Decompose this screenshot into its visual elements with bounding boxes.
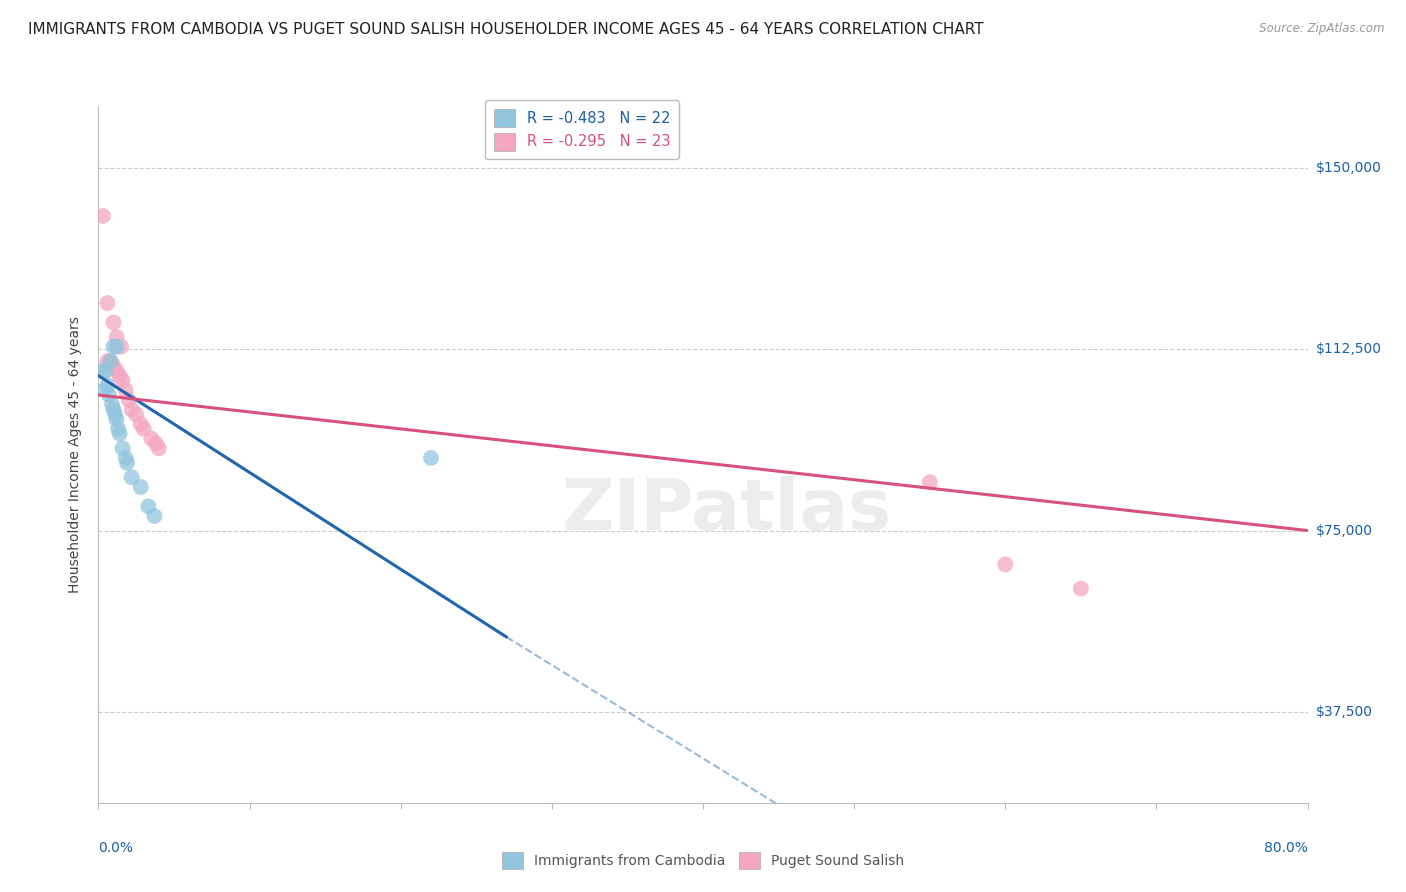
Text: 80.0%: 80.0% (1264, 841, 1308, 855)
Point (98, 388, 121, 402)
Point (121, 402, 143, 417)
Point (110, 340, 132, 354)
Text: $37,500: $37,500 (1316, 705, 1372, 719)
Text: Source: ZipAtlas.com: Source: ZipAtlas.com (1260, 22, 1385, 36)
Point (105, 330, 128, 344)
Point (143, 509, 166, 524)
Point (108, 426, 131, 441)
Point (115, 456, 138, 470)
Point (103, 402, 125, 417)
Point (121, 470, 143, 484)
Point (148, 442, 170, 456)
Point (93, 383, 115, 397)
Point (108, 368, 131, 383)
Point (129, 480, 152, 494)
Point (103, 359, 125, 373)
Text: $75,000: $75,000 (1316, 524, 1372, 538)
Point (1070, 582, 1092, 596)
Text: 0.0%: 0.0% (98, 841, 134, 855)
Point (132, 422, 155, 436)
Point (103, 315, 125, 329)
Point (141, 432, 163, 446)
Text: $150,000: $150,000 (1316, 161, 1382, 175)
Point (96, 296, 118, 310)
Point (100, 354, 122, 368)
Point (105, 364, 128, 378)
Point (105, 412, 128, 426)
Point (145, 436, 167, 450)
Point (91, 364, 114, 378)
Point (104, 408, 127, 422)
Point (918, 475, 941, 490)
Point (136, 500, 159, 514)
Point (419, 450, 441, 465)
Point (111, 374, 134, 388)
Point (111, 442, 134, 456)
Point (91, 209, 114, 223)
Point (114, 383, 136, 397)
Text: IMMIGRANTS FROM CAMBODIA VS PUGET SOUND SALISH HOUSEHOLDER INCOME AGES 45 - 64 Y: IMMIGRANTS FROM CAMBODIA VS PUGET SOUND … (28, 22, 984, 37)
Point (100, 354, 122, 368)
Y-axis label: Householder Income Ages 45 - 64 years: Householder Income Ages 45 - 64 years (69, 317, 83, 593)
Point (105, 340, 128, 354)
Text: ZIPatlas: ZIPatlas (562, 476, 893, 545)
Point (96, 354, 118, 368)
Legend: Immigrants from Cambodia, Puget Sound Salish: Immigrants from Cambodia, Puget Sound Sa… (495, 845, 911, 876)
Point (94, 364, 117, 378)
Text: $112,500: $112,500 (1316, 342, 1382, 356)
Point (125, 408, 148, 422)
Point (114, 450, 136, 465)
Point (994, 558, 1017, 572)
Point (96, 378, 118, 392)
Point (103, 340, 125, 354)
Point (129, 417, 152, 431)
Point (107, 422, 129, 436)
Point (101, 398, 124, 412)
Point (118, 392, 141, 407)
